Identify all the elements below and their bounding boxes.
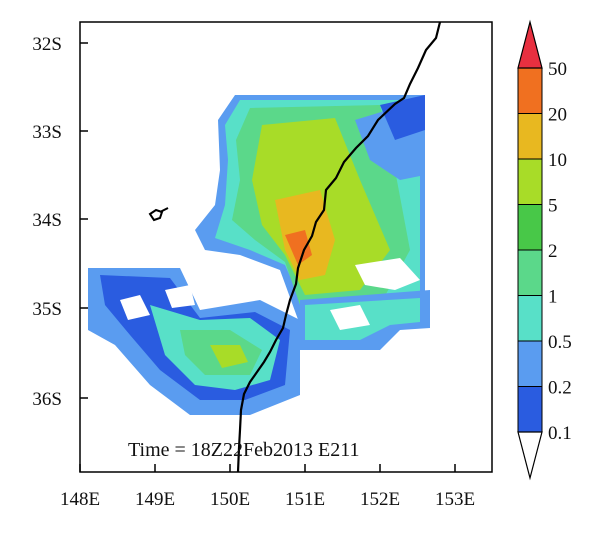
dry-pockets [120,258,420,330]
rainfall-field [88,95,430,415]
colorbar-band [517,113,543,160]
colorbar-band [517,386,543,433]
lat-tick-label: 35S [32,299,62,320]
lon-tick-label: 152E [360,489,400,510]
lon-tick-label: 151E [285,489,325,510]
colorbar-label: 10 [548,150,567,171]
lon-tick-label: 148E [60,489,100,510]
colorbar-label: 20 [548,105,567,126]
colorbar-label: 0.5 [548,332,572,353]
colorbar-band [517,295,543,342]
colorbar-label: 50 [548,59,567,80]
colorbar-label: 5 [548,196,558,217]
colorbar-under-arrow [517,431,543,481]
lon-tick-label: 153E [435,489,475,510]
lat-tick-label: 33S [32,122,62,143]
colorbar: 0.1 0.2 0.5 1 2 5 10 20 50 [517,19,572,481]
colorbar-label: 2 [548,241,558,262]
lat-axis: 32S 33S 34S 35S 36S [32,34,88,410]
colorbar-label: 0.2 [548,378,572,399]
lon-tick-label: 150E [210,489,250,510]
lat-tick-label: 34S [32,210,62,231]
colorbar-band [517,204,543,251]
lat-tick-label: 36S [32,389,62,410]
colorbar-label: 1 [548,287,558,308]
lat-tick-label: 32S [32,34,62,55]
colorbar-band [517,158,543,205]
colorbar-band [517,340,543,387]
colorbar-band [517,249,543,296]
colorbar-labels: 0.1 0.2 0.5 1 2 5 10 20 50 [548,59,572,444]
time-annotation: Time = 18Z22Feb2013 E211 [128,439,359,461]
colorbar-label: 0.1 [548,423,572,444]
lon-tick-label: 149E [135,489,175,510]
colorbar-over-arrow [517,19,543,69]
plot-frame [79,21,493,473]
colorbar-band [517,67,543,114]
lon-axis: 148E 149E 150E 151E 152E 153E [60,464,475,510]
colorbar-segments [517,67,543,433]
coastline [236,21,442,473]
island-outline [148,207,169,222]
